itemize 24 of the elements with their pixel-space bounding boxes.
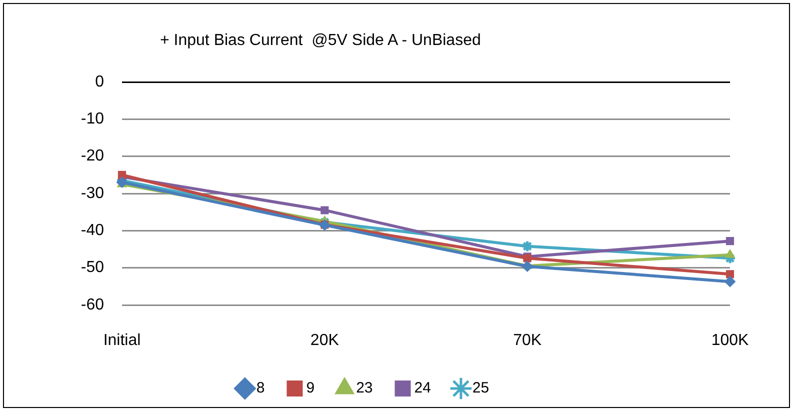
point	[320, 206, 329, 214]
legend-label: 24	[414, 380, 431, 397]
chart-title: + Input Bias Current @5V Side A - UnBiased	[160, 32, 481, 50]
legend-label: 8	[256, 380, 265, 397]
y-tick-label: -60	[80, 296, 104, 314]
x-tick-label: 70K	[513, 332, 542, 350]
point	[521, 240, 534, 253]
point	[522, 260, 533, 272]
x-tick-label: 20K	[310, 332, 340, 350]
y-tick-label: 0	[95, 73, 104, 90]
x-tick-label: Initial	[103, 332, 141, 350]
y-tick-label: -20	[80, 148, 104, 165]
legend-label: 25	[472, 380, 490, 397]
legend-label: 23	[356, 380, 373, 397]
y-tick-label: -30	[80, 184, 104, 202]
point	[726, 270, 734, 278]
y-tick-label: -50	[80, 259, 104, 276]
legend-label: 9	[306, 380, 315, 397]
y-tick-label: -40	[80, 222, 104, 240]
point	[725, 249, 735, 258]
point	[726, 237, 734, 246]
point	[724, 276, 736, 288]
y-tick-label: -10	[80, 110, 104, 128]
x-tick-label: 100K	[711, 332, 750, 350]
